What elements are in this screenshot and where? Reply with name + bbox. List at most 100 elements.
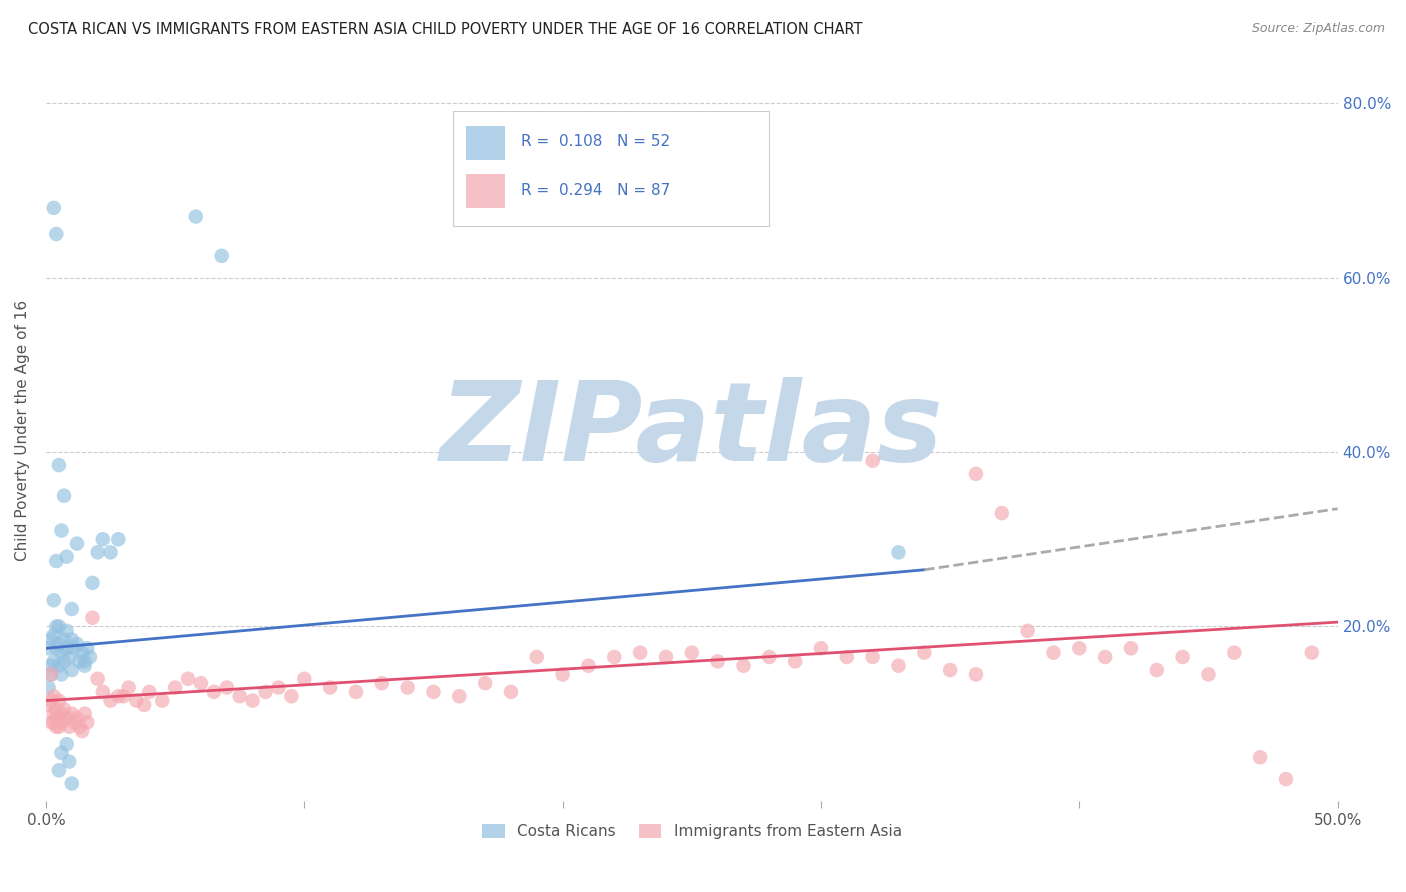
Point [655, 650, 678, 665]
Point [53, 632, 76, 647]
Point [48, 658, 70, 673]
Point [38, 641, 60, 656]
Point [38, 698, 60, 712]
Point [60, 632, 83, 647]
Point [45, 227, 67, 241]
Point [578, 658, 600, 673]
Point [1119, 641, 1142, 656]
Point [69, 654, 91, 668]
Point [939, 663, 962, 677]
Point [53, 702, 76, 716]
Point [474, 676, 496, 690]
Point [58, 720, 80, 734]
Point [862, 650, 884, 665]
Point [51, 715, 73, 730]
Point [38, 681, 60, 695]
Point [70, 646, 93, 660]
Point [45, 702, 67, 716]
Point [100, 693, 122, 707]
Point [112, 690, 135, 704]
Point [60, 776, 83, 790]
Point [1042, 646, 1064, 660]
Point [1249, 750, 1271, 764]
Point [107, 690, 129, 704]
Point [1069, 641, 1091, 656]
Point [39, 693, 62, 707]
Point [69, 720, 91, 734]
Point [42, 201, 65, 215]
Text: Source: ZipAtlas.com: Source: ZipAtlas.com [1251, 22, 1385, 36]
Point [42, 706, 65, 721]
Point [862, 454, 884, 468]
Point [39, 667, 62, 681]
Point [42, 593, 65, 607]
Point [396, 681, 419, 695]
Point [150, 693, 173, 707]
Point [86, 672, 108, 686]
Point [1198, 667, 1220, 681]
Point [55, 624, 77, 638]
Point [42, 628, 65, 642]
Point [73, 658, 96, 673]
Point [51, 667, 73, 681]
Point [91, 685, 114, 699]
Point [42, 654, 65, 668]
Y-axis label: Child Poverty Under the Age of 16: Child Poverty Under the Age of 16 [15, 300, 30, 561]
Point [55, 641, 77, 656]
Point [79, 650, 101, 665]
Point [76, 641, 98, 656]
Point [60, 706, 83, 721]
Point [55, 549, 77, 564]
Point [58, 650, 80, 665]
Point [73, 654, 96, 668]
Point [48, 720, 70, 734]
Point [66, 711, 89, 725]
Point [66, 637, 89, 651]
Point [55, 711, 77, 725]
Point [551, 667, 574, 681]
Point [51, 646, 73, 660]
Point [758, 650, 780, 665]
Point [48, 458, 70, 472]
Point [280, 690, 302, 704]
Text: ZIPatlas: ZIPatlas [440, 376, 943, 483]
Point [125, 693, 148, 707]
Point [991, 506, 1014, 520]
Point [45, 641, 67, 656]
Point [53, 654, 76, 668]
Point [42, 715, 65, 730]
Point [228, 690, 250, 704]
Point [371, 676, 394, 690]
Point [912, 646, 935, 660]
Point [45, 711, 67, 725]
Point [1223, 646, 1246, 660]
Point [706, 654, 728, 668]
Point [82, 575, 104, 590]
Point [254, 685, 277, 699]
Point [211, 249, 233, 263]
Point [48, 693, 70, 707]
Point [1171, 650, 1194, 665]
Point [107, 533, 129, 547]
Point [100, 545, 122, 559]
Text: R =  0.294   N = 87: R = 0.294 N = 87 [522, 184, 671, 198]
Point [449, 690, 471, 704]
Legend: Costa Ricans, Immigrants from Eastern Asia: Costa Ricans, Immigrants from Eastern As… [475, 818, 908, 845]
Point [835, 650, 858, 665]
Point [45, 554, 67, 568]
Point [628, 646, 651, 660]
Text: COSTA RICAN VS IMMIGRANTS FROM EASTERN ASIA CHILD POVERTY UNDER THE AGE OF 16 CO: COSTA RICAN VS IMMIGRANTS FROM EASTERN A… [28, 22, 863, 37]
Point [965, 467, 987, 481]
Point [48, 637, 70, 651]
Point [242, 693, 264, 707]
Point [45, 720, 67, 734]
Point [82, 611, 104, 625]
Point [184, 210, 207, 224]
Point [42, 690, 65, 704]
Point [51, 746, 73, 760]
Point [1301, 646, 1323, 660]
Point [1017, 624, 1039, 638]
Point [48, 619, 70, 633]
Point [76, 715, 98, 730]
Point [785, 654, 807, 668]
